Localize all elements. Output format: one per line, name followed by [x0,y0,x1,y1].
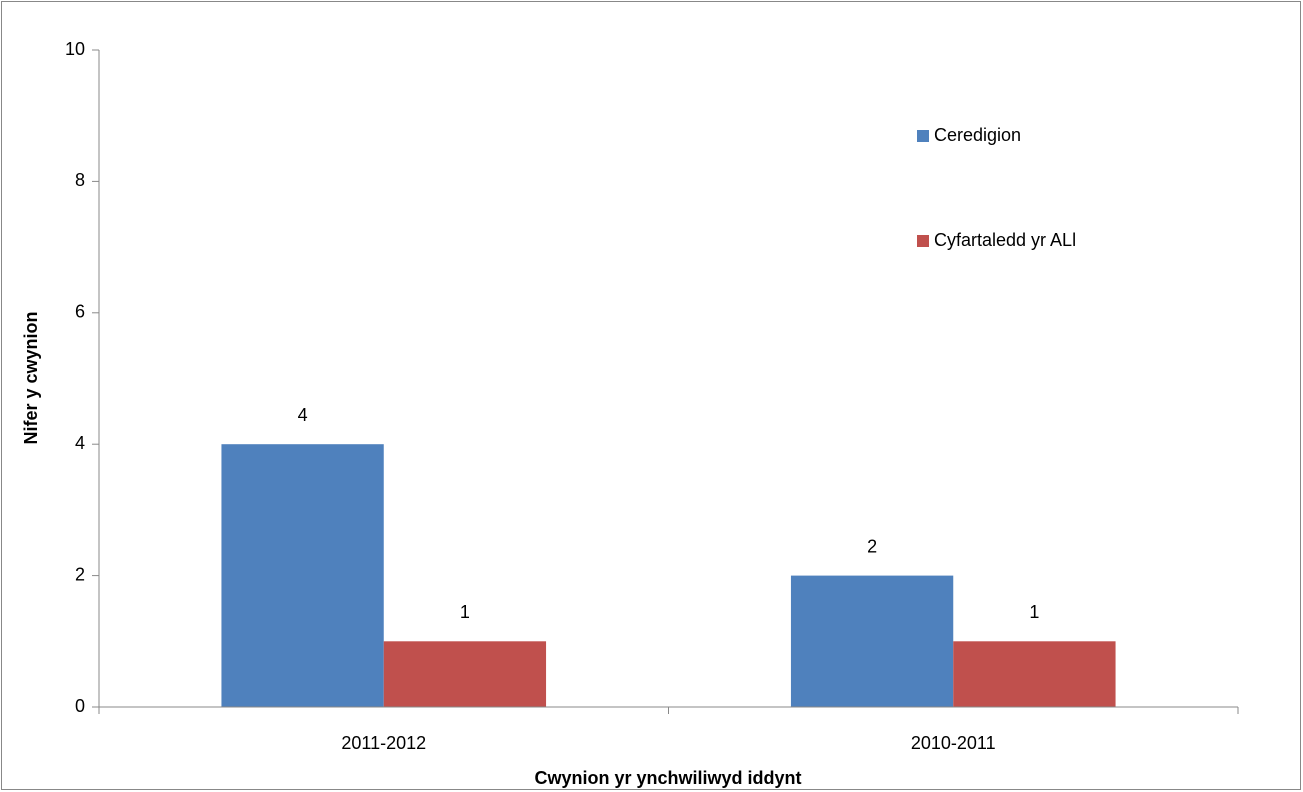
x-tick-label: 2011-2012 [341,733,426,753]
y-tick-label: 6 [75,302,85,322]
y-axis-title: Nifer y cwynion [21,311,41,444]
x-axis-title: Cwynion yr ynchwiliwyd iddynt [534,768,801,788]
legend-label: Cyfartaledd yr ALl [934,230,1076,250]
y-tick-label: 10 [65,39,85,59]
y-tick-label: 2 [75,564,85,584]
bar [953,641,1116,707]
y-tick-label: 4 [75,433,85,453]
legend-label: Ceredigion [934,125,1021,145]
y-tick-label: 8 [75,170,85,190]
data-label: 1 [460,602,470,622]
x-tick-label: 2010-2011 [911,733,996,753]
legend-swatch [917,235,929,247]
bar [790,575,954,707]
data-label: 4 [298,405,308,425]
data-label: 1 [1029,602,1039,622]
y-tick-label: 0 [75,696,85,716]
data-label: 2 [867,536,877,556]
bar [221,444,384,707]
bar [383,641,547,707]
legend-swatch [917,130,929,142]
